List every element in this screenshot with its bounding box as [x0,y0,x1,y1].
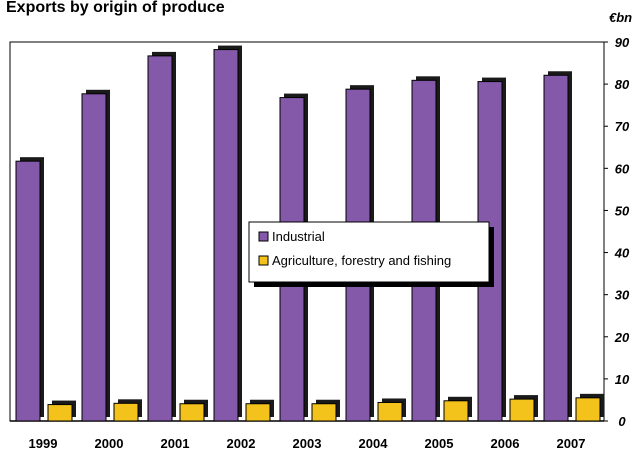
x-tick-label: 2006 [491,436,520,451]
y-tick-label: 40 [614,246,630,261]
bar-agriculture [509,398,535,422]
y-tick-label: 50 [615,203,630,218]
y-tick-label: 80 [615,77,630,92]
bar-agriculture [179,403,205,422]
y-tick-label: 20 [614,330,630,345]
bar-industrial [15,160,41,422]
bar-agriculture [311,403,337,422]
x-tick-label: 2000 [95,436,124,451]
bar-agriculture [575,397,601,422]
x-axis: 1999 2000 2001 2002 2003 2004 2005 2006 2007 [29,436,586,451]
y-tick-label: 30 [615,288,630,303]
bars-layer [15,45,604,422]
x-tick-label: 2005 [425,436,454,451]
x-tick-label: 2003 [293,436,322,451]
y-tick-label: 70 [615,119,630,134]
y-tick-label: 60 [615,161,630,176]
bar-agriculture [113,402,139,422]
y-axis: 0 10 20 30 40 50 60 70 80 90 [604,35,630,429]
legend-box [248,221,490,283]
x-tick-label: 2007 [557,436,586,451]
chart-title: Exports by origin of produce [6,0,225,16]
legend-swatch [258,231,269,242]
bar-industrial [543,74,569,422]
bar-industrial [213,49,239,422]
bar-industrial [81,93,107,422]
legend-label: Industrial [272,229,325,244]
x-tick-label: 2004 [359,436,389,451]
y-tick-label: 0 [618,414,626,429]
legend-swatch [258,255,269,266]
x-tick-label: 1999 [29,436,58,451]
y-tick-label: 10 [615,372,630,387]
y-tick-label: 90 [615,35,630,50]
y-axis-unit-label: €bn [609,10,632,25]
x-tick-label: 2002 [227,436,256,451]
bar-agriculture [47,404,73,422]
x-tick-label: 2001 [161,436,190,451]
bar-agriculture [245,403,271,422]
bar-industrial [147,55,173,422]
bar-agriculture [377,401,403,422]
legend: Industrial Agriculture, forestry and fish… [248,221,494,287]
bar-agriculture [443,400,469,422]
legend-label: Agriculture, forestry and fishing [272,253,451,268]
